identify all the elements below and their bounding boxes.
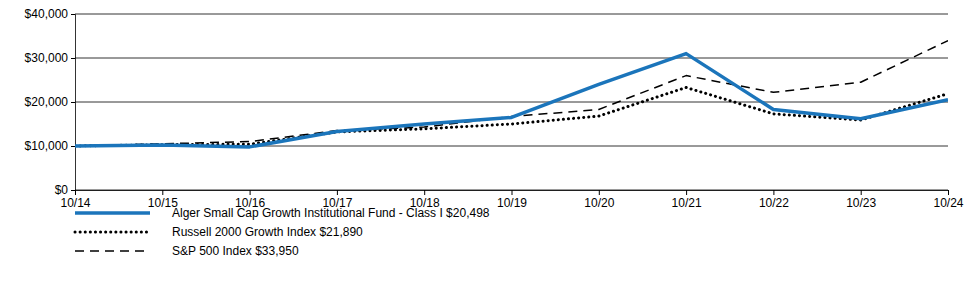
x-tick-mark: [948, 190, 949, 195]
legend-label: Alger Small Cap Growth Institutional Fun…: [172, 206, 490, 220]
y-tick: $30,000: [25, 51, 75, 65]
x-tick-mark: [75, 190, 76, 195]
x-tick-mark: [162, 190, 163, 195]
x-tick: 10/23: [846, 190, 876, 210]
plot-lines: [75, 41, 948, 147]
y-tick-mark: [71, 14, 75, 15]
y-tick-mark: [71, 102, 75, 103]
x-tick-mark: [512, 190, 513, 195]
x-tick-mark: [686, 190, 687, 195]
x-tick: 10/22: [759, 190, 789, 210]
x-tick-mark: [250, 190, 251, 195]
y-tick: $40,000: [25, 7, 75, 21]
y-tick: $10,000: [25, 139, 75, 153]
x-tick-label: 10/23: [846, 196, 876, 210]
x-tick-mark: [337, 190, 338, 195]
x-tick: 10/24: [933, 190, 963, 210]
legend-swatch: [75, 250, 150, 252]
x-tick-label: 10/22: [759, 196, 789, 210]
grid-line: [75, 102, 948, 103]
y-tick-mark: [71, 58, 75, 59]
x-tick-label: 10/14: [60, 196, 90, 210]
series-line: [75, 54, 948, 147]
y-tick-mark: [71, 146, 75, 147]
y-tick-label: $40,000: [25, 7, 69, 21]
x-tick-mark: [424, 190, 425, 195]
x-tick-label: 10/21: [672, 196, 702, 210]
x-tick-mark: [861, 190, 862, 195]
x-tick-mark: [599, 190, 600, 195]
y-tick-label: $10,000: [25, 139, 69, 153]
legend: Alger Small Cap Growth Institutional Fun…: [75, 206, 490, 258]
legend-item: S&P 500 Index $33,950: [75, 244, 299, 258]
y-tick: $20,000: [25, 95, 75, 109]
legend-label: Russell 2000 Growth Index $21,890: [172, 225, 363, 239]
x-tick-mark: [773, 190, 774, 195]
legend-label: S&P 500 Index $33,950: [172, 244, 299, 258]
y-axis-line: [71, 15, 76, 191]
series-line: [75, 41, 948, 146]
x-tick: 10/20: [584, 190, 614, 210]
legend-swatch: [75, 231, 150, 234]
legend-item: Russell 2000 Growth Index $21,890: [75, 225, 363, 239]
x-tick: 10/21: [672, 190, 702, 210]
grid-line: [75, 14, 948, 15]
chart: $0$10,000$20,000$30,000$40,00010/1410/15…: [0, 0, 975, 304]
y-tick-mark: [71, 190, 75, 191]
y-tick-label: $30,000: [25, 51, 69, 65]
y-axis: $0$10,000$20,000$30,000$40,000: [25, 7, 76, 197]
legend-item: Alger Small Cap Growth Institutional Fun…: [75, 206, 490, 220]
y-tick-label: $20,000: [25, 95, 69, 109]
x-axis-line: [76, 191, 949, 196]
x-tick: 10/19: [497, 190, 527, 210]
legend-swatch: [75, 211, 150, 215]
grid: [75, 14, 948, 190]
x-tick-label: 10/19: [497, 196, 527, 210]
grid-line: [75, 58, 948, 59]
x-tick-label: 10/20: [584, 196, 614, 210]
x-tick-label: 10/24: [933, 196, 963, 210]
x-tick: 10/14: [60, 190, 90, 210]
